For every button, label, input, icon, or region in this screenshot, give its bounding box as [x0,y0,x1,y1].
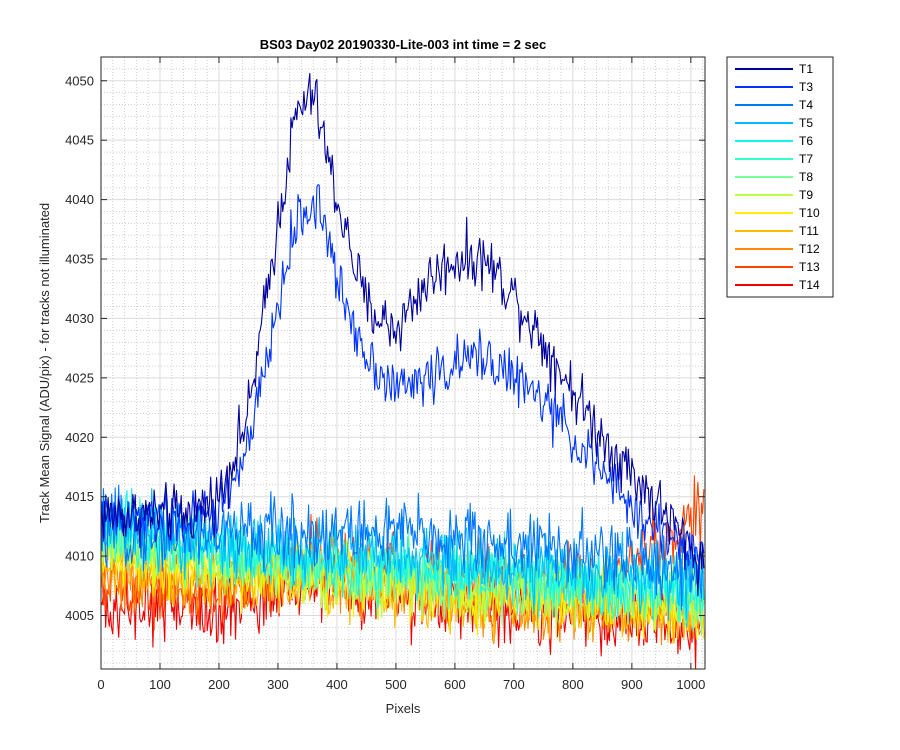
x-tick-label: 900 [621,677,643,692]
x-tick-label: 0 [97,677,104,692]
legend-label-t7: T7 [799,152,813,166]
legend-label-t14: T14 [799,278,820,292]
x-tick-label: 400 [326,677,348,692]
y-tick-label: 4025 [65,370,94,385]
y-tick-label: 4045 [65,133,94,148]
x-tick-label: 600 [444,677,466,692]
x-tick-label: 100 [149,677,171,692]
legend: T1 T3 T4 T5 T6 T7 T8 T9 T10 T11 T12 T13 T14 [726,56,834,298]
series-group [100,72,705,670]
legend-label-t8: T8 [799,170,813,184]
plot-area-frame [100,56,706,670]
series-line-t1 [100,72,705,597]
legend-label-t3: T3 [799,80,813,94]
legend-label-t4: T4 [799,98,813,112]
legend-label-t13: T13 [799,260,820,274]
chart-title: BS03 Day02 20190330-Lite-003 int time = … [260,37,547,52]
x-tick-label: 800 [562,677,584,692]
y-tick-label: 4010 [65,549,94,564]
series-line-t3 [100,184,705,567]
x-tick-label: 1000 [676,677,705,692]
x-tick-label: 200 [208,677,230,692]
y-tick-label: 4015 [65,489,94,504]
x-tick-label: 700 [503,677,525,692]
legend-label-t5: T5 [799,116,813,130]
axis-ticks: 0 100 200 300 400 500 600 700 800 900 1000 4005 4010… [65,57,705,692]
y-tick-label: 4040 [65,192,94,207]
x-tick-label: 300 [267,677,289,692]
legend-label-t10: T10 [799,206,820,220]
y-tick-label: 4020 [65,430,94,445]
legend-label-t11: T11 [799,224,819,238]
legend-label-t12: T12 [799,242,820,256]
y-tick-label: 4005 [65,608,94,623]
y-tick-label: 4030 [65,311,94,326]
y-axis-label: Track Mean Signal (ADU/pix) - for tracks… [37,203,52,523]
x-axis-label: Pixels [386,701,421,716]
y-tick-label: 4050 [65,73,94,88]
x-tick-label: 500 [385,677,407,692]
legend-label-t1: T1 [799,62,813,76]
y-tick-label: 4035 [65,252,94,267]
legend-label-t9: T9 [799,188,813,202]
legend-label-t6: T6 [799,134,813,148]
